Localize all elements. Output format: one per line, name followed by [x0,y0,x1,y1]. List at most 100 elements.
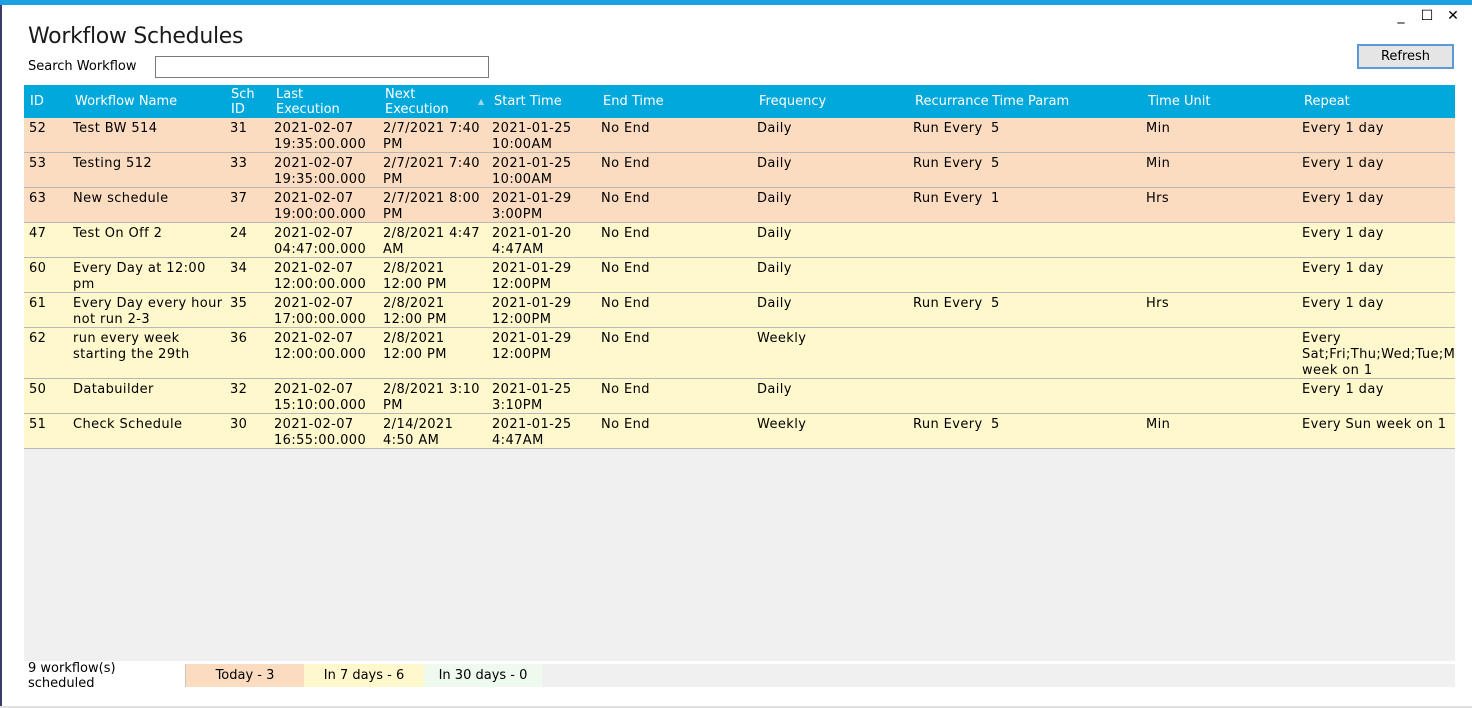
cell-sch-id: 24 [230,226,248,241]
cell-recur: Run Every [913,417,983,432]
cell-freq: Daily [757,382,792,397]
cell-tunit [1146,331,1296,378]
cell-recur [913,382,993,413]
cell-name: Testing 512 [73,156,153,171]
cell-repeat: Every 1 day [1302,296,1384,311]
cell-end: No End [601,156,650,171]
cell-recur: Run Every [913,121,983,136]
cell-start: 2021-01-29 12:00PM [492,331,572,362]
column-header-sch-id[interactable]: Sch ID [231,86,255,117]
cell-next: 2/7/2021 7:40 PM [383,121,480,152]
table-row[interactable]: 53 Testing 512 33 2021-02-07 19:35:00.000 2/… [24,153,1455,188]
maximize-icon[interactable]: ☐ [1420,8,1434,24]
column-header-repeat[interactable]: Repeat [1304,94,1350,109]
cell-next: 2/7/2021 7:40 PM [383,156,480,187]
cell-next: 2/8/2021 12:00 PM [383,261,447,292]
cell-end: No End [601,261,650,276]
scheduled-count: 9 workflow(s) scheduled [24,661,186,691]
column-header-end[interactable]: End Time [603,94,664,109]
column-header-id[interactable]: ID [30,94,44,109]
cell-last: 2021-02-07 19:35:00.000 [274,156,367,187]
window-left-edge [0,5,2,708]
cell-freq: Weekly [757,417,807,432]
cell-tunit: Hrs [1146,296,1170,311]
cell-last: 2021-02-07 17:00:00.000 [274,296,367,327]
week-legend: In 7 days - 6 [304,664,424,687]
cell-tparam: 5 [991,156,1000,171]
cell-name: Test On Off 2 [73,226,163,241]
cell-last: 2021-02-07 04:47:00.000 [274,226,367,257]
cell-repeat: Every 1 day [1302,382,1384,397]
column-header-last[interactable]: Last Execution [276,86,340,117]
cell-tparam: 5 [991,417,1000,432]
refresh-button[interactable]: Refresh [1357,44,1454,69]
cell-end: No End [601,417,650,432]
today-legend: Today - 3 [186,664,304,687]
cell-id: 62 [29,331,47,346]
cell-freq: Daily [757,226,792,241]
cell-name: Every Day every hour not run 2-3 [73,296,223,327]
cell-last: 2021-02-07 15:10:00.000 [274,382,367,413]
column-header-tunit[interactable]: Time Unit [1148,94,1211,109]
cell-name: New schedule [73,191,169,206]
table-row[interactable]: 52 Test BW 514 31 2021-02-07 19:35:00.000 2/… [24,118,1455,153]
table-row[interactable]: 47 Test On Off 2 24 2021-02-07 04:47:00.000… [24,223,1455,258]
search-input[interactable] [155,56,489,78]
column-header-name[interactable]: Workflow Name [75,94,178,109]
cell-id: 50 [29,382,47,397]
column-header-freq[interactable]: Frequency [759,94,827,109]
table-row[interactable]: 51 Check Schedule 30 2021-02-07 16:55:00.00… [24,414,1455,449]
cell-sch-id: 34 [230,261,248,276]
cell-tparam: 5 [991,121,1000,136]
cell-freq: Daily [757,296,792,311]
cell-recur: Run Every [913,156,983,171]
cell-freq: Daily [757,191,792,206]
cell-last: 2021-02-07 19:00:00.000 [274,191,367,222]
cell-sch-id: 36 [230,331,248,346]
cell-name: Every Day at 12:00 pm [73,261,206,292]
table-row[interactable]: 61 Every Day every hour not run 2-3 35 2021… [24,293,1455,328]
cell-start: 2021-01-25 10:00AM [492,156,572,187]
cell-next: 2/8/2021 4:47 AM [383,226,480,257]
cell-sch-id: 30 [230,417,248,432]
cell-start: 2021-01-25 3:10PM [492,382,572,413]
column-header-start[interactable]: Start Time [494,94,562,109]
cell-id: 51 [29,417,47,432]
cell-name: Test BW 514 [73,121,158,136]
column-header-recur[interactable]: Recurrance [915,94,989,109]
cell-tunit [1146,261,1296,292]
cell-sch-id: 35 [230,296,248,311]
cell-next: 2/8/2021 12:00 PM [383,296,447,327]
cell-next: 2/8/2021 3:10 PM [383,382,480,413]
cell-next: 2/8/2021 12:00 PM [383,331,447,362]
minimize-icon[interactable]: _ [1397,8,1405,24]
cell-start: 2021-01-29 12:00PM [492,296,572,327]
cell-start: 2021-01-25 10:00AM [492,121,572,152]
cell-id: 53 [29,156,47,171]
window-controls: _ ☐ ✕ [1388,8,1466,24]
status-bar: 9 workflow(s) scheduled Today - 3 In 7 d… [24,661,1455,691]
cell-sch-id: 31 [230,121,248,136]
table-row[interactable]: 63 New schedule 37 2021-02-07 19:00:00.000 2… [24,188,1455,223]
cell-id: 52 [29,121,47,136]
column-header-next[interactable]: Next Execution [385,86,449,117]
window-bottom-edge [0,706,1472,708]
cell-start: 2021-01-29 3:00PM [492,191,572,222]
cell-start: 2021-01-25 4:47AM [492,417,572,448]
month-legend: In 30 days - 0 [424,664,542,687]
cell-id: 47 [29,226,47,241]
schedules-grid: ID Workflow Name Sch ID Last Execution Next … [24,85,1455,661]
cell-tparam [991,331,1141,378]
cell-sch-id: 33 [230,156,248,171]
table-row[interactable]: 50 Databuilder 32 2021-02-07 15:10:00.000 2/… [24,379,1455,414]
cell-name: Check Schedule [73,417,183,432]
cell-end: No End [601,191,650,206]
column-header-tparam[interactable]: Time Param [992,94,1070,109]
cell-id: 61 [29,296,47,311]
close-icon[interactable]: ✕ [1447,8,1459,24]
table-row[interactable]: 62 run every week starting the 29th 36 2021… [24,328,1455,379]
table-row[interactable]: 60 Every Day at 12:00 pm 34 2021-02-07 12:0… [24,258,1455,293]
cell-next: 2/7/2021 8:00 PM [383,191,480,222]
cell-tunit: Min [1146,417,1171,432]
cell-last: 2021-02-07 16:55:00.000 [274,417,367,448]
